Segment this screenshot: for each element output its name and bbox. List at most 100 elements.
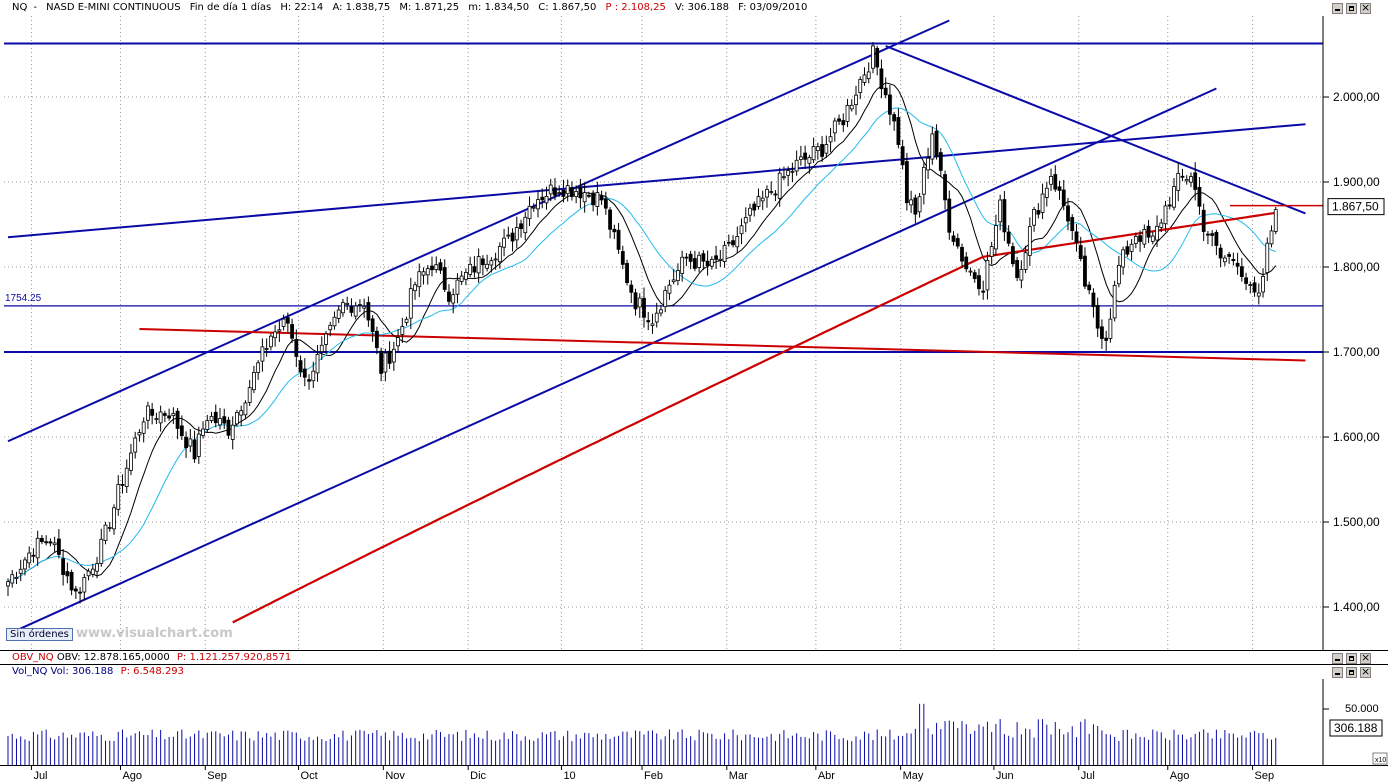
candle-body	[497, 246, 502, 263]
candle-body	[1019, 268, 1024, 281]
minimize-button[interactable]	[1332, 3, 1343, 14]
candle-body	[688, 253, 693, 262]
candle-body	[464, 272, 468, 280]
candle-body	[684, 256, 689, 259]
candle-body	[1032, 209, 1036, 226]
candle-body	[637, 297, 642, 308]
candle-body	[714, 255, 718, 260]
obv-close-button[interactable]	[1360, 651, 1371, 664]
candle-body	[1116, 264, 1121, 285]
candle-body	[527, 205, 532, 220]
candle-body	[179, 425, 184, 436]
candle-body	[820, 144, 824, 157]
candle-body	[904, 161, 909, 204]
candle-body	[540, 196, 545, 201]
candle-body	[680, 256, 685, 274]
candle-body	[1172, 186, 1176, 208]
candle-body	[493, 258, 498, 261]
candle-body	[213, 411, 218, 424]
candle-body	[726, 241, 731, 244]
candle-body	[451, 294, 456, 304]
candle-body	[506, 234, 511, 237]
obv-maximize-button[interactable]	[1346, 653, 1357, 664]
candle-body	[824, 144, 829, 154]
candle-body	[913, 197, 918, 215]
scale-badge-box[interactable]	[1372, 752, 1388, 765]
candle-body	[1112, 285, 1117, 319]
maximize-button[interactable]	[1346, 3, 1357, 14]
last-price-label: 1.867,50	[1332, 200, 1379, 214]
candle-body	[1091, 292, 1096, 308]
obv-minimize-button[interactable]	[1332, 653, 1343, 664]
candle-body	[909, 199, 914, 206]
candle-body	[90, 568, 95, 575]
price-chart[interactable]: 1.400,00 1.500,00 1.600,00 1.700,00 1.800,00…	[0, 0, 1388, 652]
candle-body	[438, 262, 443, 271]
trendline	[7, 123, 1306, 239]
candle-body	[756, 196, 761, 207]
candle-body	[103, 524, 108, 541]
candle-body	[27, 552, 32, 564]
candle-body	[1049, 175, 1053, 185]
candle-body	[6, 581, 10, 587]
candle-body	[1231, 259, 1236, 262]
candle-body	[578, 187, 583, 199]
candle-body	[285, 317, 290, 324]
candle-body	[947, 198, 952, 233]
candle-body	[396, 337, 400, 347]
orders-badge[interactable]: Sin órdenes	[6, 628, 73, 641]
candle-body	[1095, 304, 1100, 329]
candle-body	[82, 577, 87, 593]
candle-body	[298, 360, 303, 373]
candle-body	[226, 419, 231, 436]
candle-body	[1155, 225, 1159, 241]
trendline	[885, 45, 1306, 215]
candle-body	[985, 259, 990, 291]
month-label: Dic	[470, 770, 486, 782]
vol-minimize-button[interactable]	[1332, 667, 1343, 678]
candle-body	[854, 94, 858, 106]
month-label: Abr	[818, 770, 835, 782]
candle-body	[807, 157, 812, 164]
candle-body	[989, 246, 994, 257]
candle-body	[553, 187, 557, 196]
candle-body	[968, 270, 973, 273]
candle-body	[1129, 243, 1134, 252]
candle-body	[65, 571, 70, 577]
close-button[interactable]	[1360, 1, 1371, 14]
volume-chart[interactable]: Jul Ago Sep Oct Nov Dic 10 Feb Mar Abr May Jun Jul Ag…	[0, 665, 1388, 783]
candle-body	[1006, 231, 1011, 244]
candle-body	[158, 411, 163, 424]
candle-body	[133, 437, 138, 453]
candle-body	[608, 209, 612, 230]
vol-close-button[interactable]	[1360, 665, 1371, 678]
candle-body	[1036, 210, 1041, 215]
quote-low: m: 1.834,50	[468, 2, 530, 13]
candle-body	[434, 264, 439, 270]
candle-body	[95, 563, 99, 572]
candle-body	[374, 330, 379, 348]
candle-body	[1222, 257, 1227, 263]
candle-body	[1044, 187, 1049, 198]
obv-panel[interactable]: OBV_NQ OBV: 12.878.165,0000 P: 1.121.257…	[0, 651, 1388, 665]
trendline	[7, 87, 1217, 636]
candle-body	[324, 333, 328, 345]
candle-body	[1074, 231, 1079, 244]
candle-body	[896, 117, 901, 145]
candle-body	[311, 370, 316, 382]
candle-body	[1235, 262, 1240, 267]
symbol: NQ	[12, 2, 28, 13]
vol-value: Vol: 306.188	[50, 666, 114, 677]
vol-maximize-button[interactable]	[1346, 667, 1357, 678]
candle-body	[514, 227, 519, 241]
candle-body	[146, 405, 150, 421]
candle-body	[56, 538, 61, 555]
candle-body	[1015, 260, 1020, 278]
quote-date: F: 03/09/2010	[738, 2, 808, 13]
candle-body	[1104, 337, 1109, 341]
month-label: Ago	[122, 770, 142, 782]
candle-body	[425, 268, 430, 276]
candle-body	[362, 305, 367, 309]
candle-body	[934, 130, 939, 157]
candle-body	[790, 170, 795, 173]
